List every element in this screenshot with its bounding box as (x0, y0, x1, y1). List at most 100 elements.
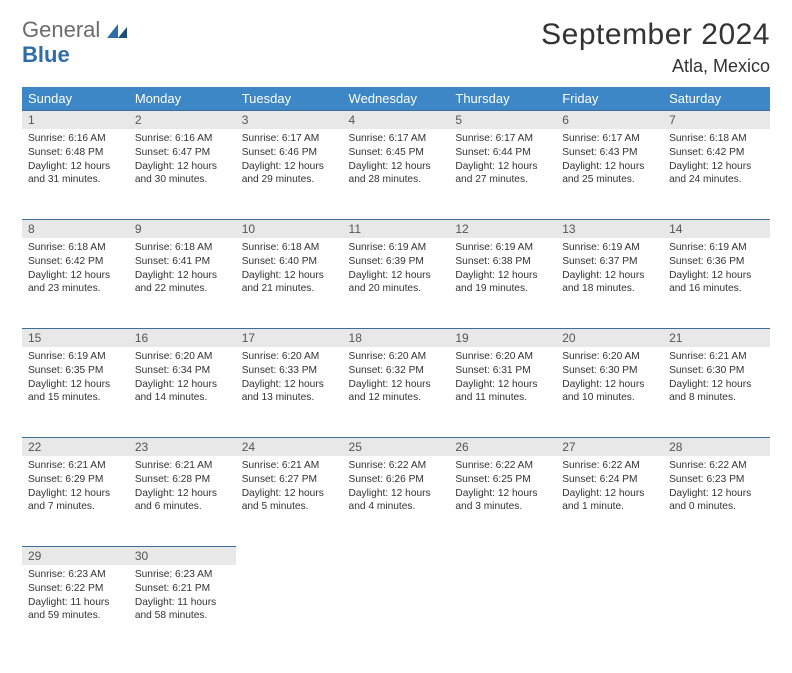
day-details: Sunrise: 6:19 AMSunset: 6:36 PMDaylight:… (663, 238, 770, 303)
sunrise-line: Sunrise: 6:19 AM (669, 241, 764, 255)
sunrise-line: Sunrise: 6:16 AM (135, 132, 230, 146)
day-number: 4 (343, 110, 450, 129)
day-number: 20 (556, 328, 663, 347)
sunrise-line: Sunrise: 6:20 AM (562, 350, 657, 364)
sunrise-line: Sunrise: 6:17 AM (455, 132, 550, 146)
header: General Blue September 2024 Atla, Mexico (22, 18, 770, 77)
day-details: Sunrise: 6:20 AMSunset: 6:34 PMDaylight:… (129, 347, 236, 412)
daylight-line: Daylight: 12 hours and 18 minutes. (562, 269, 657, 297)
empty-cell (236, 565, 343, 655)
daylight-line: Daylight: 12 hours and 19 minutes. (455, 269, 550, 297)
sunset-line: Sunset: 6:44 PM (455, 146, 550, 160)
sunset-line: Sunset: 6:47 PM (135, 146, 230, 160)
daylight-line: Daylight: 12 hours and 20 minutes. (349, 269, 444, 297)
day-details: Sunrise: 6:17 AMSunset: 6:44 PMDaylight:… (449, 129, 556, 194)
day-number: 24 (236, 437, 343, 456)
day-number: 18 (343, 328, 450, 347)
daylight-line: Daylight: 12 hours and 6 minutes. (135, 487, 230, 515)
day-details: Sunrise: 6:21 AMSunset: 6:27 PMDaylight:… (236, 456, 343, 521)
week-daynum-row: 15161718192021 (22, 328, 770, 347)
daylight-line: Daylight: 11 hours and 58 minutes. (135, 596, 230, 624)
weekday-header: Sunday (22, 87, 129, 110)
day-number: 10 (236, 219, 343, 238)
daylight-line: Daylight: 12 hours and 12 minutes. (349, 378, 444, 406)
sunrise-line: Sunrise: 6:21 AM (135, 459, 230, 473)
daylight-line: Daylight: 12 hours and 15 minutes. (28, 378, 123, 406)
day-details: Sunrise: 6:16 AMSunset: 6:47 PMDaylight:… (129, 129, 236, 194)
sunrise-line: Sunrise: 6:21 AM (669, 350, 764, 364)
day-details: Sunrise: 6:19 AMSunset: 6:35 PMDaylight:… (22, 347, 129, 412)
sunset-line: Sunset: 6:25 PM (455, 473, 550, 487)
day-number: 16 (129, 328, 236, 347)
daylight-line: Daylight: 12 hours and 7 minutes. (28, 487, 123, 515)
sunrise-line: Sunrise: 6:21 AM (28, 459, 123, 473)
sunset-line: Sunset: 6:28 PM (135, 473, 230, 487)
day-details: Sunrise: 6:23 AMSunset: 6:21 PMDaylight:… (129, 565, 236, 630)
daylight-line: Daylight: 12 hours and 0 minutes. (669, 487, 764, 515)
empty-cell (449, 546, 556, 565)
logo: General Blue (22, 18, 129, 67)
week-body-row: Sunrise: 6:16 AMSunset: 6:48 PMDaylight:… (22, 129, 770, 219)
day-details: Sunrise: 6:17 AMSunset: 6:46 PMDaylight:… (236, 129, 343, 194)
sunset-line: Sunset: 6:34 PM (135, 364, 230, 378)
sunrise-line: Sunrise: 6:19 AM (28, 350, 123, 364)
week-daynum-row: 22232425262728 (22, 437, 770, 456)
day-number: 30 (129, 546, 236, 565)
sunrise-line: Sunrise: 6:17 AM (349, 132, 444, 146)
sunrise-line: Sunrise: 6:18 AM (135, 241, 230, 255)
day-number: 28 (663, 437, 770, 456)
day-details: Sunrise: 6:20 AMSunset: 6:31 PMDaylight:… (449, 347, 556, 412)
day-details: Sunrise: 6:19 AMSunset: 6:38 PMDaylight:… (449, 238, 556, 303)
calendar-table: Sunday Monday Tuesday Wednesday Thursday… (22, 87, 770, 655)
calendar-body: 1234567Sunrise: 6:16 AMSunset: 6:48 PMDa… (22, 110, 770, 655)
empty-cell (663, 546, 770, 565)
day-number: 21 (663, 328, 770, 347)
day-number: 6 (556, 110, 663, 129)
daylight-line: Daylight: 12 hours and 16 minutes. (669, 269, 764, 297)
weekday-header: Wednesday (343, 87, 450, 110)
daylight-line: Daylight: 12 hours and 4 minutes. (349, 487, 444, 515)
week-daynum-row: 891011121314 (22, 219, 770, 238)
daylight-line: Daylight: 12 hours and 3 minutes. (455, 487, 550, 515)
sunrise-line: Sunrise: 6:16 AM (28, 132, 123, 146)
logo-mark-icon (107, 22, 129, 43)
sunset-line: Sunset: 6:45 PM (349, 146, 444, 160)
day-number: 5 (449, 110, 556, 129)
day-number: 8 (22, 219, 129, 238)
day-details: Sunrise: 6:16 AMSunset: 6:48 PMDaylight:… (22, 129, 129, 194)
day-number: 14 (663, 219, 770, 238)
day-details: Sunrise: 6:18 AMSunset: 6:40 PMDaylight:… (236, 238, 343, 303)
calendar-page: General Blue September 2024 Atla, Mexico… (0, 0, 792, 673)
daylight-line: Daylight: 12 hours and 25 minutes. (562, 160, 657, 188)
sunset-line: Sunset: 6:40 PM (242, 255, 337, 269)
daylight-line: Daylight: 12 hours and 14 minutes. (135, 378, 230, 406)
day-number: 7 (663, 110, 770, 129)
sunset-line: Sunset: 6:22 PM (28, 582, 123, 596)
day-details: Sunrise: 6:22 AMSunset: 6:25 PMDaylight:… (449, 456, 556, 521)
sunrise-line: Sunrise: 6:22 AM (669, 459, 764, 473)
sunset-line: Sunset: 6:27 PM (242, 473, 337, 487)
day-number: 2 (129, 110, 236, 129)
week-daynum-row: 1234567 (22, 110, 770, 129)
sunset-line: Sunset: 6:46 PM (242, 146, 337, 160)
sunset-line: Sunset: 6:43 PM (562, 146, 657, 160)
sunset-line: Sunset: 6:36 PM (669, 255, 764, 269)
sunset-line: Sunset: 6:37 PM (562, 255, 657, 269)
day-number: 12 (449, 219, 556, 238)
sunrise-line: Sunrise: 6:18 AM (28, 241, 123, 255)
sunset-line: Sunset: 6:42 PM (28, 255, 123, 269)
sunrise-line: Sunrise: 6:22 AM (455, 459, 550, 473)
daylight-line: Daylight: 12 hours and 11 minutes. (455, 378, 550, 406)
sunset-line: Sunset: 6:29 PM (28, 473, 123, 487)
sunrise-line: Sunrise: 6:23 AM (28, 568, 123, 582)
weekday-header-row: Sunday Monday Tuesday Wednesday Thursday… (22, 87, 770, 110)
week-body-row: Sunrise: 6:21 AMSunset: 6:29 PMDaylight:… (22, 456, 770, 546)
daylight-line: Daylight: 12 hours and 30 minutes. (135, 160, 230, 188)
week-body-row: Sunrise: 6:23 AMSunset: 6:22 PM Daylight:… (22, 565, 770, 655)
sunset-line: Sunset: 6:35 PM (28, 364, 123, 378)
daylight-line: Daylight: 12 hours and 5 minutes. (242, 487, 337, 515)
day-details: Sunrise: 6:19 AMSunset: 6:39 PMDaylight:… (343, 238, 450, 303)
daylight-line: Daylight: 12 hours and 8 minutes. (669, 378, 764, 406)
day-number: 22 (22, 437, 129, 456)
day-details: Sunrise: 6:21 AMSunset: 6:29 PMDaylight:… (22, 456, 129, 521)
